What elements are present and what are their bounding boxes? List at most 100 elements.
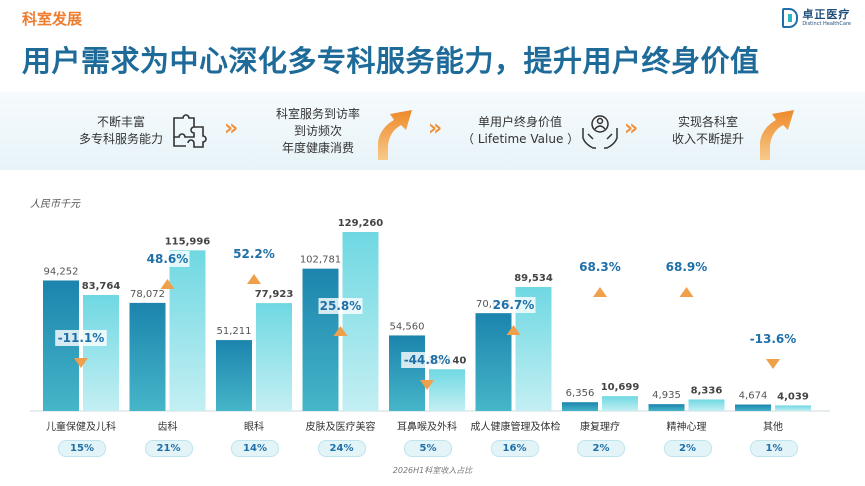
- growth-label-backdrop: [491, 297, 536, 313]
- growth-rate-label: 26.7%: [493, 298, 535, 312]
- company-logo: 卓正医疗 Distinct HealthCare: [782, 8, 851, 28]
- flow-step-1: 不断丰富 多专科服务能力: [66, 114, 176, 148]
- bar-series-2: [602, 396, 638, 411]
- bar-series-2: [83, 295, 119, 411]
- revenue-share-pill: 2%: [663, 440, 712, 457]
- bar-series-1: [475, 313, 512, 411]
- revenue-share-pill: 5%: [404, 440, 452, 457]
- value-label-series-2: 77,923: [255, 289, 294, 300]
- share-caption: 2026H1科室收入占比: [392, 466, 473, 475]
- growth-rate-label: -11.1%: [58, 331, 105, 345]
- section-tag: 科室发展: [22, 10, 83, 28]
- flow-step-2-line-3: 年度健康消费: [281, 141, 354, 155]
- value-label-series-1: 51,211: [217, 326, 252, 337]
- flow-step-2-line-2: 到访频次: [293, 124, 342, 138]
- growth-up-marker: [160, 279, 175, 289]
- value-label-series-2: 4,039: [777, 391, 809, 402]
- growth-label-backdrop: [55, 330, 107, 346]
- category-label: 儿童保健及儿科: [46, 422, 116, 433]
- growth-label-backdrop: [747, 331, 799, 347]
- flow-step-3-line-1: 单用户终身价值: [477, 115, 562, 129]
- logo-name: 卓正医疗: [802, 8, 851, 21]
- value-label-series-1: 4,935: [652, 390, 681, 401]
- bar-series-2: [342, 232, 379, 411]
- growth-label-backdrop: [145, 251, 190, 267]
- revenue-share-pill: 1%: [750, 440, 798, 457]
- category-label: 耳鼻喉及外科: [397, 422, 457, 433]
- growth-rate-label: 68.3%: [579, 260, 621, 274]
- value-label-series-1: 78,072: [130, 289, 165, 300]
- growth-up-marker: [247, 274, 261, 284]
- bar-series-1: [735, 404, 771, 411]
- bar-series-2: [775, 405, 811, 411]
- puzzle-icon: [173, 114, 207, 148]
- flow-step-4-line-2: 收入不断提升: [671, 132, 744, 146]
- value-label-series-2: 89,534: [514, 273, 553, 284]
- flow-step-4: 实现各科室 收入不断提升: [658, 114, 758, 148]
- up-arrow-icon: [378, 110, 412, 160]
- bar-series-1: [562, 402, 598, 411]
- growth-down-marker: [766, 359, 780, 369]
- bar-series-2: [256, 303, 292, 411]
- flow-step-3-line-2: （ Lifetime Value ）: [462, 132, 580, 146]
- growth-up-marker: [593, 287, 607, 297]
- value-label-series-1: 6,356: [566, 388, 595, 399]
- growth-up-marker: [679, 287, 694, 297]
- growth-rate-label: 25.8%: [320, 299, 362, 313]
- value-label-series-2: 10,699: [601, 382, 640, 393]
- growth-label-backdrop: [401, 352, 453, 368]
- revenue-share-pill: 24%: [317, 440, 366, 457]
- revenue-share-pill: 16%: [490, 440, 539, 457]
- growth-rate-label: -44.8%: [404, 353, 451, 367]
- value-label-series-1: 94,252: [44, 266, 79, 277]
- revenue-share-pill: 2%: [577, 440, 625, 457]
- growth-label-backdrop: [232, 246, 276, 262]
- growth-rate-label: 52.2%: [233, 247, 275, 261]
- category-label: 齿科: [157, 422, 178, 433]
- bar-series-1: [302, 268, 339, 411]
- up-arrow-icon: [760, 110, 794, 160]
- revenue-share-pill: 15%: [58, 440, 106, 457]
- category-label: 皮肤及医疗美容: [305, 422, 376, 433]
- bar-series-1: [389, 335, 425, 411]
- flow-step-1-line-1: 不断丰富: [96, 115, 145, 129]
- value-label-series-1: 4,674: [739, 391, 768, 402]
- flow-step-1-line-2: 多专科服务能力: [78, 132, 163, 146]
- category-label: 成人健康管理及体检: [470, 422, 561, 433]
- logo-mark-icon: [782, 8, 799, 28]
- flow-step-2: 科室服务到访率 到访频次 年度健康消费: [258, 106, 378, 157]
- value-flow-band: 不断丰富 多专科服务能力 » 科室服务到访率 到访频次 年度健康消费 » 单用户…: [0, 92, 865, 170]
- page-title: 用户需求为中心深化多专科服务能力，提升用户终身价值: [22, 44, 760, 78]
- bar-series-1: [216, 340, 252, 411]
- category-label: 眼科: [244, 422, 264, 433]
- flow-step-4-line-1: 实现各科室: [677, 115, 738, 129]
- growth-label-backdrop: [318, 298, 363, 314]
- value-label-series-1: 102,781: [300, 255, 341, 266]
- growth-rate-label: -13.6%: [750, 332, 797, 346]
- value-label-series-1: 54,560: [390, 321, 425, 332]
- growth-down-marker: [74, 358, 88, 368]
- value-label-series-2: 8,336: [691, 385, 723, 396]
- chart-unit-label: 人民币千元: [30, 199, 80, 210]
- bar-series-1: [648, 404, 685, 411]
- value-label-series-2: 83,764: [82, 281, 121, 292]
- growth-label-backdrop: [664, 259, 709, 275]
- bar-series-2: [429, 369, 465, 411]
- growth-rate-label: 68.9%: [666, 260, 708, 274]
- growth-down-marker: [420, 380, 434, 390]
- bar-series-2: [169, 250, 206, 411]
- revenue-share-pill: 14%: [231, 440, 279, 457]
- flow-step-2-line-1: 科室服务到访率: [275, 107, 360, 121]
- growth-rate-label: 48.6%: [147, 252, 189, 266]
- growth-up-marker: [506, 325, 521, 335]
- person-in-hands-icon: [582, 115, 618, 149]
- bar-series-1: [129, 302, 166, 411]
- category-label: 其他: [763, 422, 783, 433]
- flow-step-3: 单用户终身价值 （ Lifetime Value ）: [462, 114, 580, 148]
- growth-label-backdrop: [578, 259, 622, 275]
- value-label-series-2: 129,260: [338, 218, 384, 229]
- logo-english-name: Distinct HealthCare: [802, 21, 851, 27]
- growth-up-marker: [333, 326, 348, 336]
- category-label: 精神心理: [666, 422, 707, 433]
